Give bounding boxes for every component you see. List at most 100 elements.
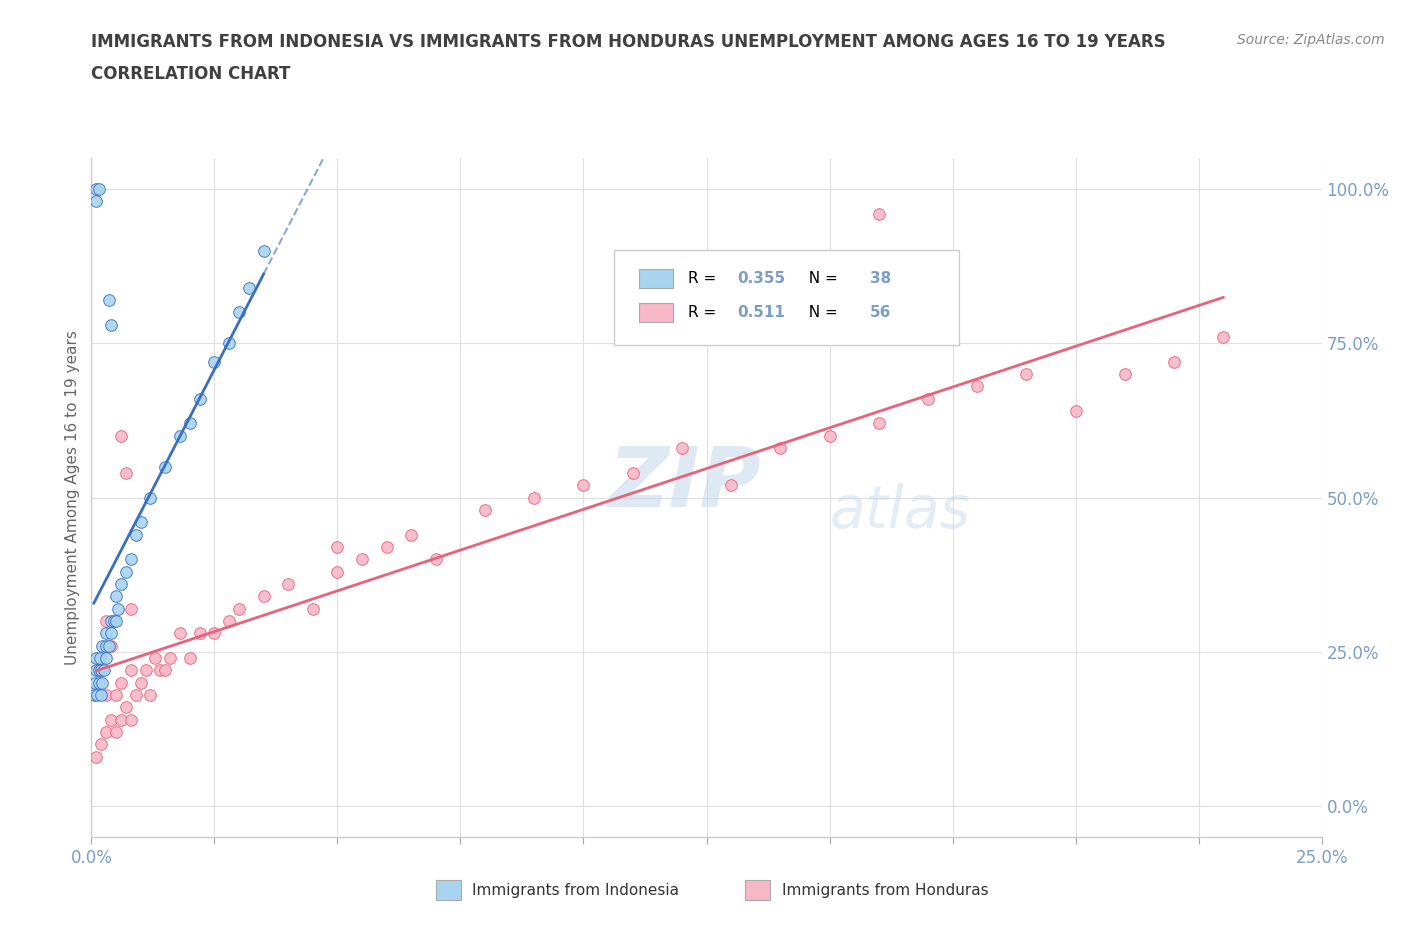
Text: N =: N = — [799, 305, 842, 321]
Text: 38: 38 — [870, 272, 891, 286]
Y-axis label: Unemployment Among Ages 16 to 19 years: Unemployment Among Ages 16 to 19 years — [65, 330, 80, 665]
Point — [188, 392, 211, 406]
Point — [202, 626, 225, 641]
Text: R =: R = — [688, 305, 721, 321]
Point — [179, 651, 201, 666]
Point — [84, 675, 107, 690]
Point — [96, 614, 117, 629]
Point — [110, 429, 132, 444]
Point — [238, 280, 260, 295]
Point — [139, 687, 162, 702]
Point — [105, 724, 127, 739]
Point — [169, 626, 191, 641]
Point — [352, 551, 374, 566]
Point — [103, 614, 125, 629]
Point — [218, 336, 240, 351]
Point — [868, 416, 890, 431]
Point — [769, 441, 792, 456]
Point — [120, 712, 142, 727]
Point — [93, 663, 115, 678]
Point — [86, 663, 108, 678]
Point — [145, 651, 166, 666]
Point — [90, 663, 112, 678]
Point — [100, 712, 122, 727]
Point — [202, 354, 225, 369]
Text: N =: N = — [799, 272, 842, 286]
Point — [188, 626, 211, 641]
Bar — [638, 270, 673, 288]
Text: Immigrants from Honduras: Immigrants from Honduras — [782, 883, 988, 897]
Point — [86, 181, 108, 196]
Point — [124, 687, 146, 702]
Point — [97, 293, 120, 308]
Point — [868, 206, 890, 221]
Point — [114, 465, 138, 480]
Point — [966, 379, 988, 394]
Point — [100, 614, 122, 629]
Point — [135, 663, 156, 678]
Point — [105, 687, 127, 702]
Point — [301, 601, 323, 616]
Text: IMMIGRANTS FROM INDONESIA VS IMMIGRANTS FROM HONDURAS UNEMPLOYMENT AMONG AGES 16: IMMIGRANTS FROM INDONESIA VS IMMIGRANTS … — [91, 33, 1166, 50]
Point — [110, 712, 132, 727]
Text: 56: 56 — [870, 305, 891, 321]
Bar — [638, 303, 673, 323]
Point — [87, 181, 110, 196]
Point — [100, 626, 122, 641]
Point — [375, 539, 398, 554]
Point — [253, 244, 276, 259]
Point — [114, 565, 138, 579]
Point — [86, 651, 108, 666]
Point — [818, 429, 841, 444]
Point — [90, 737, 112, 751]
Point — [96, 724, 117, 739]
Point — [169, 429, 191, 444]
Point — [96, 651, 117, 666]
Point — [523, 490, 546, 505]
Point — [110, 675, 132, 690]
Point — [1064, 404, 1087, 418]
Point — [621, 465, 644, 480]
Point — [110, 577, 132, 591]
Point — [326, 565, 349, 579]
Point — [159, 651, 181, 666]
Point — [97, 638, 120, 653]
Point — [105, 614, 127, 629]
Point — [96, 626, 117, 641]
Point — [917, 392, 939, 406]
Text: ZIP: ZIP — [607, 444, 761, 525]
Point — [90, 687, 112, 702]
Point — [1212, 329, 1234, 344]
Text: CORRELATION CHART: CORRELATION CHART — [91, 65, 291, 83]
Point — [86, 193, 108, 208]
Point — [153, 459, 177, 474]
Point — [1015, 366, 1038, 381]
Point — [474, 502, 496, 517]
FancyBboxPatch shape — [614, 250, 959, 345]
Point — [720, 478, 742, 493]
Text: Immigrants from Indonesia: Immigrants from Indonesia — [472, 883, 679, 897]
Point — [89, 651, 111, 666]
Point — [1163, 354, 1185, 369]
Point — [120, 601, 142, 616]
Point — [228, 305, 250, 320]
Point — [153, 663, 177, 678]
Point — [87, 675, 110, 690]
Point — [671, 441, 693, 456]
Text: 0.355: 0.355 — [737, 272, 786, 286]
Point — [120, 551, 142, 566]
Point — [86, 687, 108, 702]
Text: R =: R = — [688, 272, 721, 286]
Point — [218, 614, 240, 629]
Point — [87, 663, 110, 678]
Point — [86, 750, 108, 764]
Point — [120, 663, 142, 678]
Point — [100, 638, 122, 653]
Point — [228, 601, 250, 616]
Text: atlas: atlas — [830, 483, 970, 539]
Text: Source: ZipAtlas.com: Source: ZipAtlas.com — [1237, 33, 1385, 46]
Point — [129, 515, 152, 530]
Point — [149, 663, 172, 678]
Point — [179, 416, 201, 431]
Text: 0.511: 0.511 — [737, 305, 785, 321]
